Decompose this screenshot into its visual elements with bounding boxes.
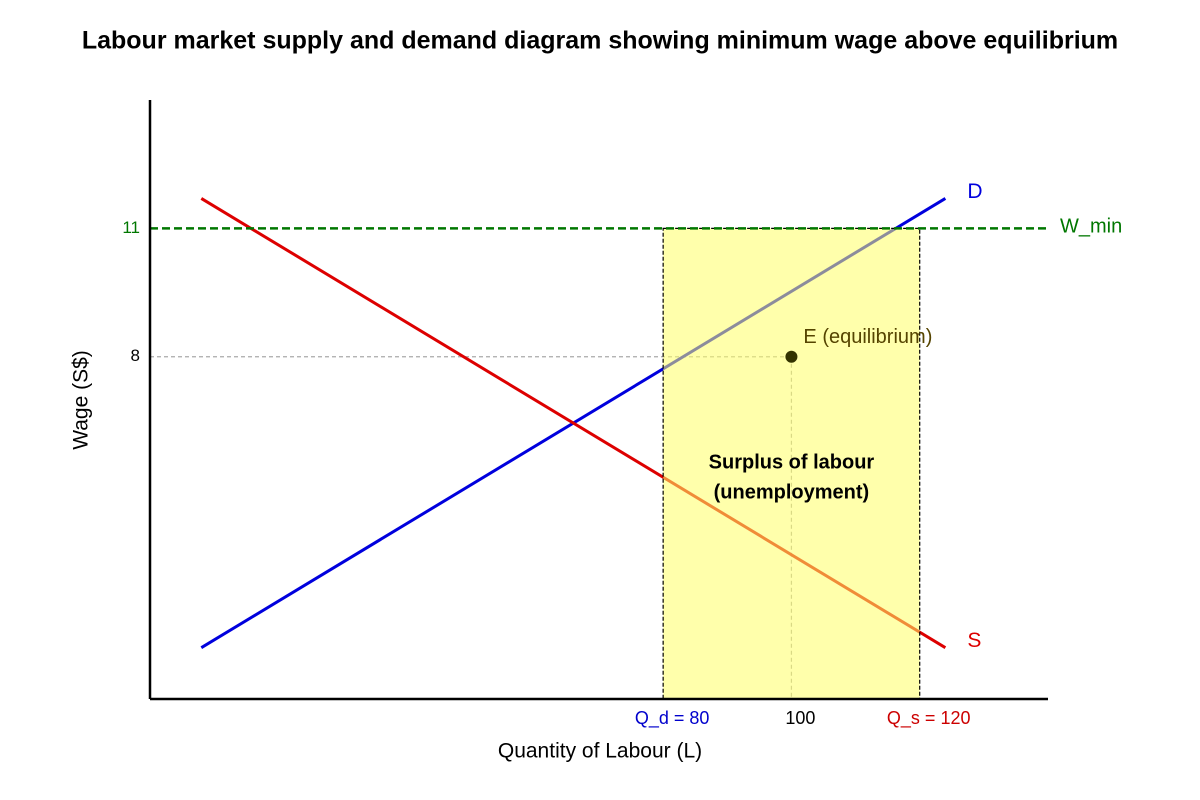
x-tick-label: 100: [785, 708, 815, 728]
y-axis-label: Wage (S$): [70, 350, 93, 450]
surplus-region: [662, 227, 921, 700]
min-wage-label: W_min: [1060, 216, 1122, 238]
equilibrium-point: [785, 350, 798, 363]
surplus-label: (unemployment): [714, 481, 870, 503]
x-axis-label: Quantity of Labour (L): [498, 740, 702, 763]
x-tick-label: Q_d = 80: [635, 708, 710, 729]
series-label: S: [967, 629, 981, 652]
y-tick-label: 11: [122, 218, 140, 237]
y-tick-label: 8: [131, 346, 140, 365]
x-tick-label: Q_s = 120: [887, 708, 971, 729]
surplus-label: Surplus of labour: [709, 451, 875, 473]
series-label: D: [967, 180, 982, 203]
equilibrium-label: E (equilibrium): [803, 326, 932, 348]
chart-title: Labour market supply and demand diagram …: [82, 27, 1118, 55]
